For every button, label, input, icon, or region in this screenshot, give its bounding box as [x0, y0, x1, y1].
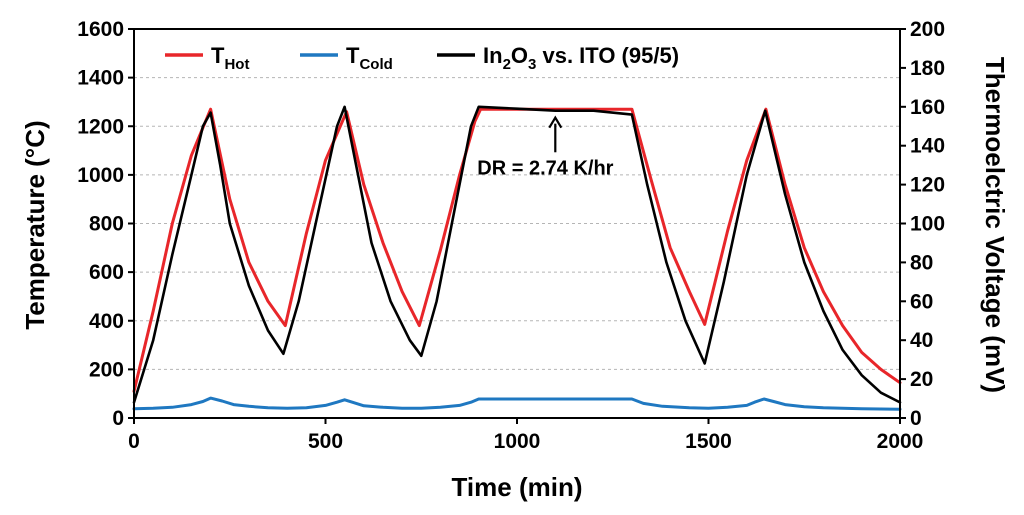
y2-tick-label: 140: [910, 135, 945, 158]
tick-labels: 0 500 1000 1500 2000020040060080010001200140…: [77, 18, 945, 453]
y-tick-label: 400: [89, 310, 124, 333]
y2-tick-label: 100: [910, 213, 945, 236]
y2-tick-label: 60: [910, 290, 933, 313]
y-tick-label: 1200: [77, 115, 124, 138]
x-tick-label: 1500: [685, 430, 732, 453]
y-tick-label: 0: [112, 407, 124, 430]
y-tick-label: 800: [89, 213, 124, 236]
y2-tick-label: 180: [910, 57, 945, 80]
series-layer: [132, 105, 902, 411]
series-line-2: [132, 105, 902, 404]
y2-tick-label: 40: [910, 329, 933, 352]
y-axis-title: Temperature (°C): [20, 120, 50, 329]
annotation: DR = 2.74 K/hr: [477, 115, 614, 179]
x-tick-label: 2000: [877, 430, 924, 453]
y-tick-label: 1400: [77, 67, 124, 90]
y2-tick-label: 120: [910, 174, 945, 197]
y2-tick-label: 0: [910, 407, 922, 430]
y2-tick-label: 80: [910, 251, 933, 274]
y2-tick-label: 20: [910, 368, 933, 391]
legend-label-2: In2O3 vs. ITO (95/5): [483, 43, 679, 73]
y2-tick-label: 200: [910, 18, 945, 41]
x-tick-label: 0: [128, 430, 140, 453]
x-tick-label: 1000: [494, 430, 541, 453]
series-line-0: [132, 107, 902, 393]
series-line-1: [132, 396, 902, 411]
legend: THot TCold In2O3 vs. ITO (95/5): [165, 43, 679, 73]
legend-label-1: TCold: [346, 43, 393, 73]
y-tick-label: 600: [89, 261, 124, 284]
annotation-text: DR = 2.74 K/hr: [477, 157, 613, 179]
y2-axis-title: Thermoelctric Voltage (mV): [980, 57, 1010, 393]
x-tick-label: 500: [308, 430, 343, 453]
annotation-arrowhead: [548, 115, 563, 129]
y-tick-label: 1600: [77, 18, 124, 41]
gridlines: [134, 77, 900, 370]
y-tick-label: 1000: [77, 164, 124, 187]
y-tick-label: 200: [89, 358, 124, 381]
legend-label-0: THot: [211, 43, 249, 73]
x-axis-title: Time (min): [452, 472, 583, 502]
y2-tick-label: 160: [910, 96, 945, 119]
